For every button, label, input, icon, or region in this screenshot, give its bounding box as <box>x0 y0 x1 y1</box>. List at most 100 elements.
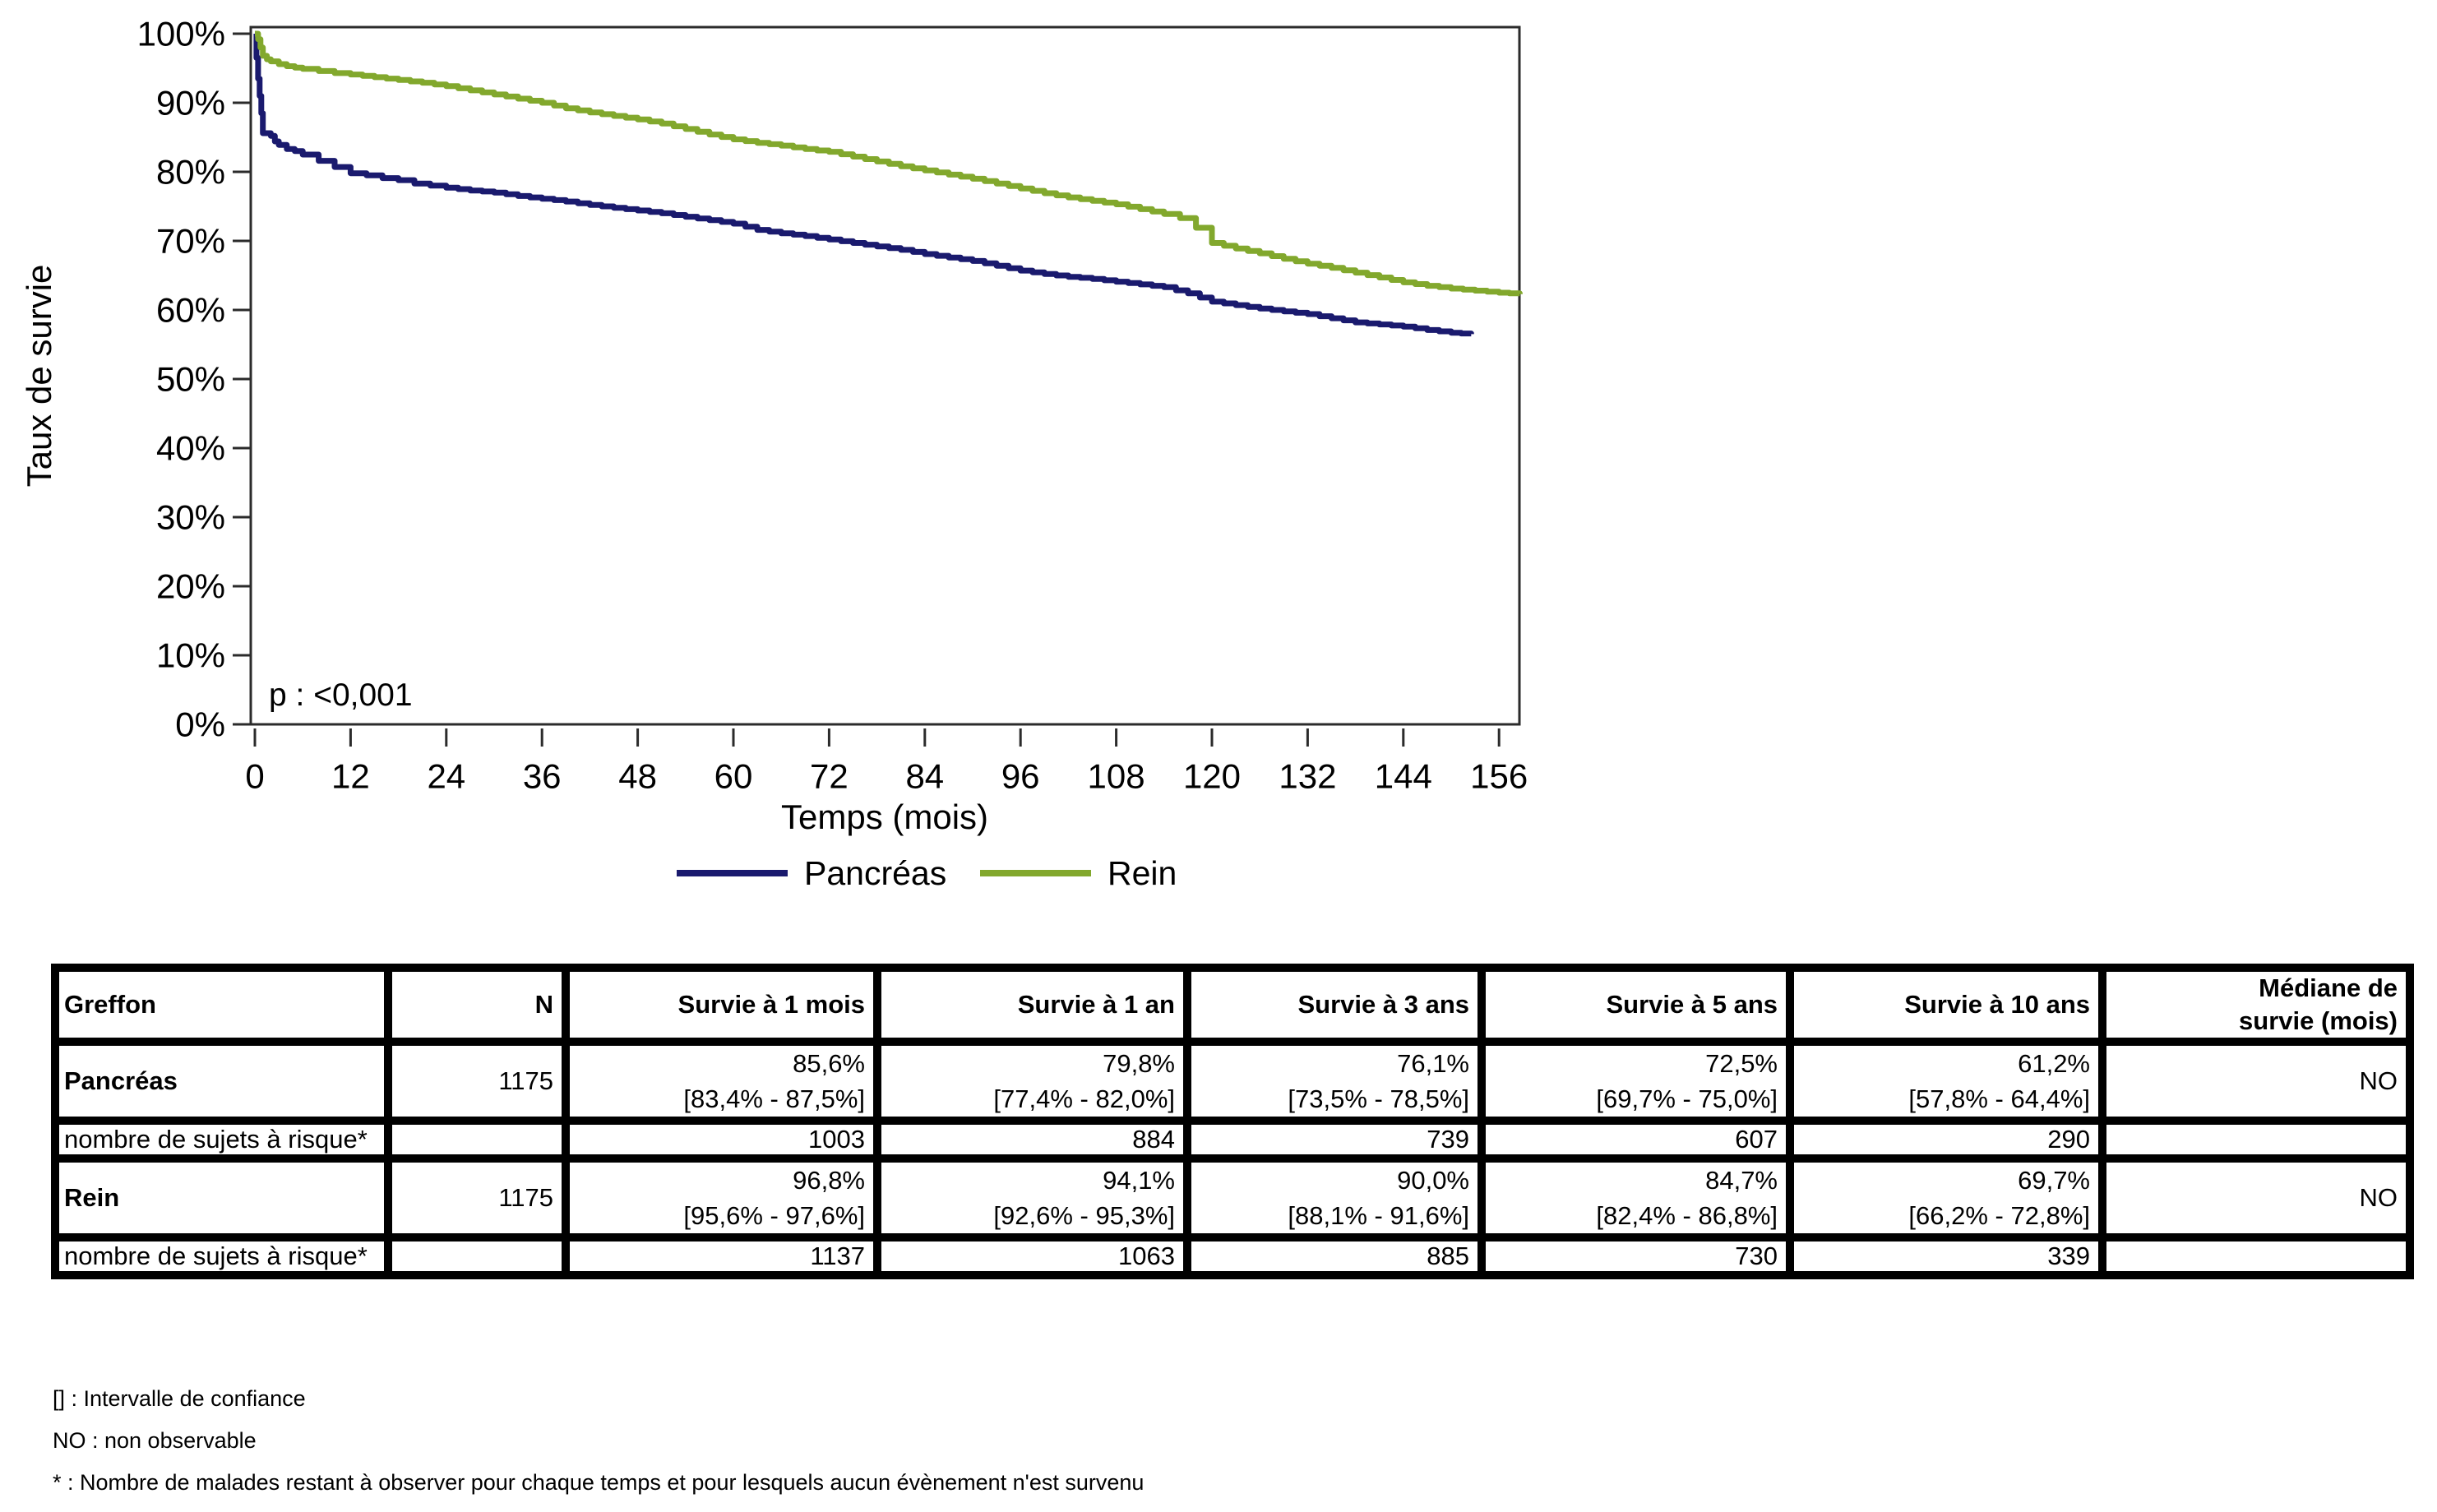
empty-cell <box>2098 1117 2414 1163</box>
legend-label-rein: Rein <box>1108 854 1177 892</box>
table-row-pancreas-risk: nombre de sujets à risque* 1003 884 739 … <box>51 1117 2414 1163</box>
header-mediane-line1: Médiane de <box>2259 973 2398 1002</box>
x-tick-label: 156 <box>1470 757 1528 796</box>
x-tick-label: 96 <box>1001 757 1040 796</box>
pancreas-risk-3-ans: 739 <box>1183 1117 1486 1163</box>
row-label-risk: nombre de sujets à risque* <box>51 1117 392 1163</box>
header-survie-5-ans: Survie à 5 ans <box>1477 964 1794 1046</box>
empty-cell <box>2098 1233 2414 1279</box>
confidence-interval: [83,4% - 87,5%] <box>683 1084 865 1113</box>
pancreas-survie-10-ans: 61,2% [57,8% - 64,4%] <box>1786 1038 2106 1125</box>
y-axis-ticks: 100% 90% 80% 70% 60% 50% 40% 30% 20% 10% 0% <box>137 15 251 744</box>
rein-survie-1-mois: 96,8% [95,6% - 97,6%] <box>562 1154 881 1242</box>
pancreas-survie-5-ans: 72,5% [69,7% - 75,0%] <box>1477 1038 1794 1125</box>
pancreas-risk-5-ans: 607 <box>1477 1117 1794 1163</box>
header-survie-1-an: Survie à 1 an <box>873 964 1191 1046</box>
table-row-rein: Rein 1175 96,8% [95,6% - 97,6%] 94,1% [9… <box>51 1154 2414 1242</box>
rein-risk-1-an: 1063 <box>873 1233 1191 1279</box>
value: 72,5% <box>1705 1049 1778 1078</box>
x-tick-label: 132 <box>1279 757 1336 796</box>
row-label-rein: Rein <box>51 1154 392 1242</box>
x-axis-ticks: 0 12 24 36 48 60 72 84 96 108 120 132 144 156 <box>245 728 1528 796</box>
value: 96,8% <box>793 1166 865 1195</box>
y-tick-label: 90% <box>156 84 225 123</box>
x-tick-label: 48 <box>618 757 657 796</box>
header-mediane-survie: Médiane de survie (mois) <box>2098 964 2414 1046</box>
confidence-interval: [57,8% - 64,4%] <box>1908 1084 2090 1113</box>
empty-cell <box>384 1117 570 1163</box>
confidence-interval: [77,4% - 82,0%] <box>993 1084 1175 1113</box>
value: 76,1% <box>1397 1049 1469 1078</box>
y-tick-label: 100% <box>137 15 225 53</box>
survival-stats-table: Greffon N Survie à 1 mois Survie à 1 an … <box>51 964 2414 1279</box>
plot-border <box>249 25 1521 726</box>
y-tick-label: 10% <box>156 636 225 675</box>
rein-survie-10-ans: 69,7% [66,2% - 72,8%] <box>1786 1154 2106 1242</box>
y-tick-label: 70% <box>156 222 225 261</box>
confidence-interval: [95,6% - 97,6%] <box>683 1201 865 1230</box>
pancreas-mediane: NO <box>2098 1038 2414 1125</box>
x-tick-label: 36 <box>523 757 562 796</box>
rein-survie-1-an: 94,1% [92,6% - 95,3%] <box>873 1154 1191 1242</box>
x-tick-label: 108 <box>1088 757 1145 796</box>
rein-risk-10-ans: 339 <box>1786 1233 2106 1279</box>
pancreas-risk-1-an: 884 <box>873 1117 1191 1163</box>
pancras-curve <box>253 30 1474 337</box>
footnote-risk: * : Nombre de malades restant à observer… <box>53 1470 1145 1495</box>
legend-label-pancras: Pancréas <box>804 854 946 892</box>
confidence-interval: [82,4% - 86,8%] <box>1596 1201 1778 1230</box>
x-tick-label: 120 <box>1183 757 1241 796</box>
pancreas-survie-3-ans: 76,1% [73,5% - 78,5%] <box>1183 1038 1486 1125</box>
table-row-pancreas: Pancréas 1175 85,6% [83,4% - 87,5%] 79,8… <box>51 1038 2414 1125</box>
rein-survie-5-ans: 84,7% [82,4% - 86,8%] <box>1477 1154 1794 1242</box>
y-tick-label: 40% <box>156 429 225 468</box>
footnote-no: NO : non observable <box>53 1428 257 1453</box>
y-tick-label: 30% <box>156 498 225 537</box>
x-tick-label: 144 <box>1375 757 1432 796</box>
pancreas-survie-1-mois: 85,6% [83,4% - 87,5%] <box>562 1038 881 1125</box>
x-tick-label: 60 <box>714 757 753 796</box>
pancreas-risk-1-mois: 1003 <box>562 1117 881 1163</box>
y-tick-label: 80% <box>156 153 225 192</box>
header-greffon: Greffon <box>51 964 392 1046</box>
pancreas-risk-10-ans: 290 <box>1786 1117 2106 1163</box>
row-label-risk: nombre de sujets à risque* <box>51 1233 392 1279</box>
p-value-annotation: p : <0,001 <box>269 677 413 713</box>
header-survie-10-ans: Survie à 10 ans <box>1786 964 2106 1046</box>
rein-survie-3-ans: 90,0% [88,1% - 91,6%] <box>1183 1154 1486 1242</box>
table-header-row: Greffon N Survie à 1 mois Survie à 1 an … <box>51 964 2414 1046</box>
table-row-rein-risk: nombre de sujets à risque* 1137 1063 885… <box>51 1233 2414 1279</box>
value: 61,2% <box>2018 1049 2090 1078</box>
row-label-pancreas: Pancréas <box>51 1038 392 1125</box>
empty-cell <box>384 1233 570 1279</box>
y-tick-label: 20% <box>156 567 225 606</box>
confidence-interval: [69,7% - 75,0%] <box>1596 1084 1778 1113</box>
confidence-interval: [66,2% - 72,8%] <box>1908 1201 2090 1230</box>
confidence-interval: [92,6% - 95,3%] <box>993 1201 1175 1230</box>
x-tick-label: 24 <box>427 757 465 796</box>
header-survie-1-mois: Survie à 1 mois <box>562 964 881 1046</box>
footnotes: [] : Intervalle de confiance NO : non ob… <box>53 1386 1144 1512</box>
confidence-interval: [88,1% - 91,6%] <box>1288 1201 1469 1230</box>
value: 79,8% <box>1103 1049 1175 1078</box>
x-tick-label: 72 <box>810 757 849 796</box>
value: 94,1% <box>1103 1166 1175 1195</box>
value: 84,7% <box>1705 1166 1778 1195</box>
value: 69,7% <box>2018 1166 2090 1195</box>
rein-curve <box>255 30 1523 297</box>
x-tick-label: 12 <box>331 757 370 796</box>
header-mediane-line2: survie (mois) <box>2239 1006 2398 1035</box>
y-axis-title: Taux de survie <box>20 265 58 488</box>
x-axis-title: Temps (mois) <box>781 798 988 836</box>
header-survie-3-ans: Survie à 3 ans <box>1183 964 1486 1046</box>
pancreas-n: 1175 <box>384 1038 570 1125</box>
value: 85,6% <box>793 1049 865 1078</box>
rein-risk-3-ans: 885 <box>1183 1233 1486 1279</box>
rein-risk-5-ans: 730 <box>1477 1233 1794 1279</box>
y-tick-label: 0% <box>175 705 225 744</box>
y-tick-label: 60% <box>156 291 225 330</box>
rein-risk-1-mois: 1137 <box>562 1233 881 1279</box>
x-tick-label: 0 <box>245 757 264 796</box>
y-tick-label: 50% <box>156 360 225 399</box>
x-tick-label: 84 <box>905 757 944 796</box>
